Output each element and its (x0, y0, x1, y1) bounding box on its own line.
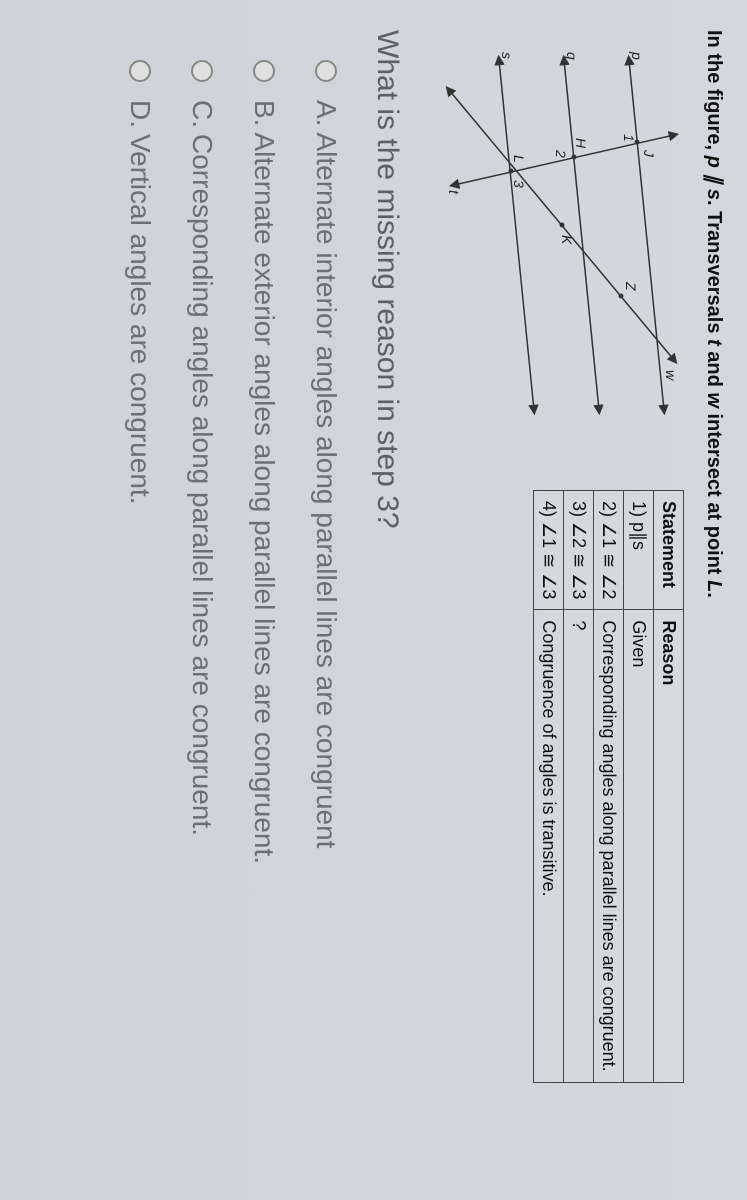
prompt-w: w (703, 392, 725, 408)
reason-cell: Corresponding angles along parallel line… (594, 610, 624, 1082)
line-p (629, 60, 664, 410)
label-angle-2: 2 (553, 149, 569, 158)
option-b[interactable]: B. Alternate exterior angles along parall… (248, 60, 280, 1170)
option-letter: D. (125, 100, 156, 128)
prompt-dot: . (703, 592, 725, 598)
prompt-prefix: In the figure, (703, 30, 725, 156)
option-letter: B. (249, 100, 280, 126)
option-letter: C. (187, 100, 218, 128)
table-row: 2) ∠1 ≅ ∠2 Corresponding angles along pa… (594, 491, 624, 1083)
option-body: Alternate interior angles along parallel… (311, 132, 342, 848)
page: In the figure, p ∥ s. Transversals t and… (0, 0, 747, 1200)
question-text: What is the missing reason in step 3? (370, 30, 404, 1170)
label-s: s (499, 52, 515, 59)
proof-table: Statement Reason 1) p∥s Given 2) ∠1 ≅ ∠2… (533, 490, 684, 1083)
reason-cell: Given (624, 610, 654, 1082)
option-text: C. Corresponding angles along parallel li… (186, 100, 218, 836)
header-reason: Reason (654, 610, 684, 1082)
label-K: K (559, 235, 575, 245)
diagram: p q s w t J H L K Z 1 2 3 (434, 30, 684, 450)
option-body: Corresponding angles along parallel line… (187, 134, 218, 836)
label-w: w (663, 370, 679, 381)
label-angle-3: 3 (511, 180, 527, 188)
point-H (572, 155, 577, 160)
stmt-cell: 4) ∠1 ≅ ∠3 (534, 491, 564, 610)
prompt-t: t (703, 339, 725, 346)
label-t: t (446, 190, 462, 195)
option-c[interactable]: C. Corresponding angles along parallel li… (186, 60, 218, 1170)
option-text: D. Vertical angles are congruent. (124, 100, 156, 504)
option-d[interactable]: D. Vertical angles are congruent. (124, 60, 156, 1170)
point-K (560, 223, 565, 228)
option-body: Vertical angles are congruent. (125, 134, 156, 504)
radio-icon[interactable] (191, 60, 213, 82)
top-row: p q s w t J H L K Z 1 2 3 Statement Reas… (434, 30, 684, 1170)
reason-cell: ? (564, 610, 594, 1082)
label-J: J (641, 149, 657, 158)
radio-icon[interactable] (253, 60, 275, 82)
label-angle-1: 1 (621, 134, 637, 142)
radio-icon[interactable] (129, 60, 151, 82)
option-body: Alternate exterior angles along parallel… (249, 132, 280, 864)
prompt-tail: intersect at point (703, 408, 725, 580)
prompt: In the figure, p ∥ s. Transversals t and… (702, 30, 727, 1170)
diagram-svg: p q s w t J H L K Z 1 2 3 (434, 30, 684, 450)
label-L: L (511, 155, 527, 163)
prompt-suffix: . Transversals (703, 200, 725, 339)
reason-cell: Congruence of angles is transitive. (534, 610, 564, 1082)
point-Z (619, 294, 624, 299)
option-text: B. Alternate exterior angles along parall… (248, 100, 280, 864)
prompt-and: and (703, 346, 725, 393)
option-letter: A. (311, 100, 342, 126)
stmt-cell: 2) ∠1 ≅ ∠2 (594, 491, 624, 610)
prompt-rel: p ∥ s (703, 156, 725, 200)
option-a[interactable]: A. Alternate interior angles along parall… (310, 60, 342, 1170)
label-p: p (629, 51, 645, 60)
header-statement: Statement (654, 491, 684, 610)
label-H: H (573, 138, 589, 149)
line-s (499, 60, 534, 410)
table-row: 4) ∠1 ≅ ∠3 Congruence of angles is trans… (534, 491, 564, 1083)
options-list: A. Alternate interior angles along parall… (124, 60, 342, 1170)
stmt-cell: 3) ∠2 ≅ ∠3 (564, 491, 594, 610)
stmt-cell: 1) p∥s (624, 491, 654, 610)
option-text: A. Alternate interior angles along parall… (310, 100, 342, 848)
table-header-row: Statement Reason (654, 491, 684, 1083)
radio-icon[interactable] (315, 60, 337, 82)
prompt-L: L (703, 580, 725, 592)
table-row: 1) p∥s Given (624, 491, 654, 1083)
label-Z: Z (623, 281, 639, 291)
point-L (509, 169, 514, 174)
table-row: 3) ∠2 ≅ ∠3 ? (564, 491, 594, 1083)
label-q: q (564, 52, 580, 60)
